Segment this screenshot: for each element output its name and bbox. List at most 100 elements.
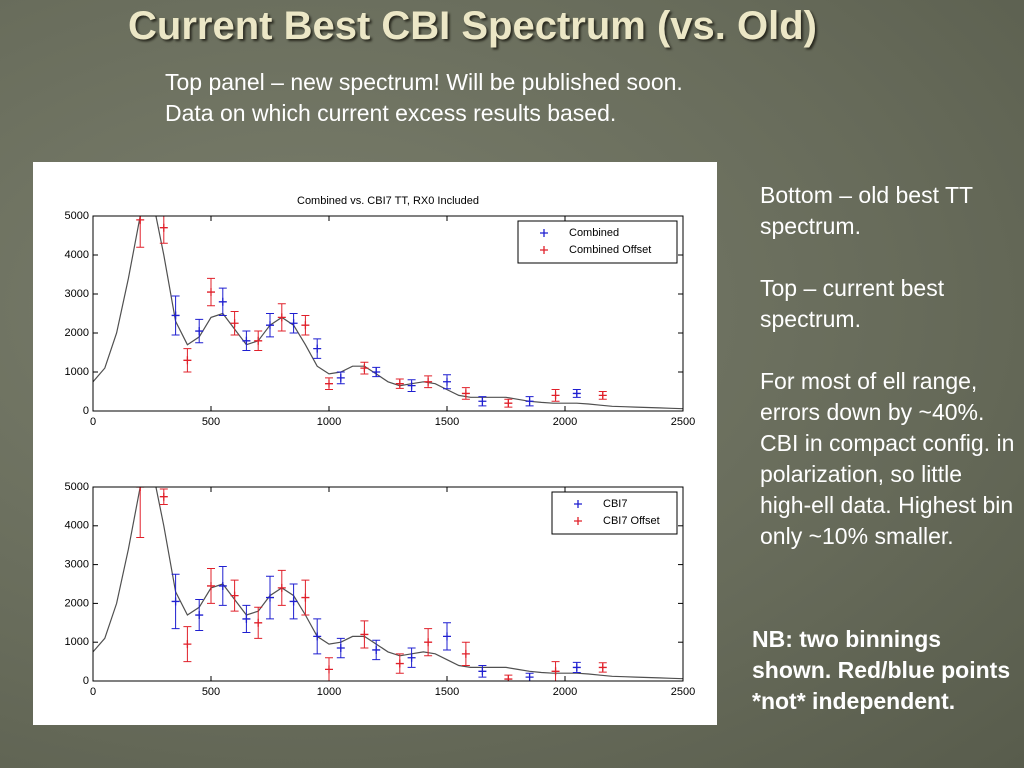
data-point [183, 356, 192, 365]
data-point [360, 364, 369, 373]
data-point [313, 632, 322, 641]
chart-image: Combined vs. CBI7 TT, RX0 Included 0 500 10… [33, 162, 717, 725]
data-point [313, 344, 322, 353]
data-point [207, 581, 215, 590]
data-point [136, 216, 145, 224]
x-tick-label: 0 [90, 686, 96, 698]
legend-label: Combined [569, 227, 619, 239]
legend-marker [540, 246, 548, 254]
data-point [551, 667, 560, 676]
data-point [230, 319, 239, 328]
nb-note: NB: two binnings shown. Red/blue points … [752, 626, 1011, 714]
data-point [301, 593, 310, 602]
legend-marker [540, 229, 548, 237]
data-point [478, 667, 487, 676]
data-point [424, 377, 433, 386]
data-point [504, 675, 513, 681]
legend-marker [574, 500, 582, 508]
data-point [424, 638, 433, 647]
data-point [325, 665, 333, 674]
data-point [242, 336, 251, 345]
data-point [195, 327, 204, 336]
x-tick-label: 2000 [553, 686, 577, 698]
y-tick-label: 4000 [65, 249, 89, 261]
data-point [395, 659, 404, 668]
data-point [336, 373, 345, 382]
data-point [551, 391, 560, 400]
data-point [218, 297, 227, 306]
data-point [266, 593, 274, 602]
notes: Bottom – old best TT spectrum. Top – cur… [760, 180, 1015, 583]
data-point [478, 397, 487, 406]
axes-frame [92, 215, 684, 412]
data-point [598, 391, 607, 400]
data-point [230, 591, 239, 600]
data-point [207, 288, 215, 297]
legend-box [517, 220, 678, 264]
subtitle: Top panel – new spectrum! Will be publis… [165, 67, 683, 129]
x-tick-label: 1000 [317, 686, 341, 698]
note: Bottom – old best TT spectrum. [760, 182, 973, 239]
data-point [407, 381, 416, 390]
data-point [360, 630, 369, 639]
legend-marker [574, 517, 582, 525]
x-tick-label: 2500 [671, 416, 695, 428]
y-tick-label: 4000 [65, 520, 89, 532]
x-tick-label: 500 [202, 686, 220, 698]
data-point [407, 653, 416, 662]
data-point [325, 379, 333, 388]
note: For most of ell range, errors down by ~4… [760, 368, 1015, 549]
data-point [159, 223, 168, 232]
data-point [443, 632, 451, 641]
chart-title: Combined vs. CBI7 TT, RX0 Included [297, 195, 479, 207]
data-point [183, 640, 192, 649]
data-point [572, 389, 581, 398]
error-bar [136, 487, 145, 538]
data-point [218, 581, 227, 590]
data-point [461, 389, 470, 398]
model-curve [93, 216, 683, 410]
data-point [159, 492, 168, 501]
plot-area [93, 487, 683, 681]
y-tick-label: 2000 [65, 327, 89, 339]
data-point [336, 644, 345, 653]
y-tick-label: 1000 [65, 366, 89, 378]
data-point [525, 673, 534, 681]
data-point [171, 311, 180, 320]
data-point [277, 313, 286, 322]
data-point [504, 399, 513, 408]
data-point [254, 336, 263, 345]
y-tick-label: 0 [83, 675, 89, 687]
y-tick-label: 0 [83, 405, 89, 417]
data-point [242, 614, 251, 623]
y-tick-label: 3000 [65, 559, 89, 571]
data-point [289, 597, 298, 606]
y-tick-label: 5000 [65, 481, 89, 493]
x-tick-label: 1500 [435, 686, 459, 698]
data-point [254, 618, 263, 627]
slide-title: Current Best CBI Spectrum (vs. Old) [128, 4, 818, 48]
note: Top – current best spectrum. [760, 275, 945, 332]
x-tick-label: 1000 [317, 416, 341, 428]
data-point [266, 321, 274, 330]
x-tick-label: 2500 [671, 686, 695, 698]
y-tick-label: 2000 [65, 597, 89, 609]
data-point [598, 663, 607, 672]
x-tick-label: 500 [202, 416, 220, 428]
axes-frame [92, 486, 684, 682]
data-point [289, 319, 298, 328]
subtitle-line: Top panel – new spectrum! Will be publis… [165, 69, 683, 95]
data-point [395, 379, 404, 388]
data-point [195, 611, 204, 620]
legend-label: CBI7 Offset [603, 515, 660, 527]
subtitle-line: Data on which current excess results bas… [165, 100, 617, 126]
y-tick-label: 1000 [65, 636, 89, 648]
data-point [171, 597, 180, 606]
y-tick-label: 3000 [65, 288, 89, 300]
data-point [525, 397, 534, 406]
y-tick-label: 5000 [65, 210, 89, 222]
plot-area [93, 216, 683, 410]
data-point [372, 368, 381, 376]
data-point [136, 487, 145, 491]
